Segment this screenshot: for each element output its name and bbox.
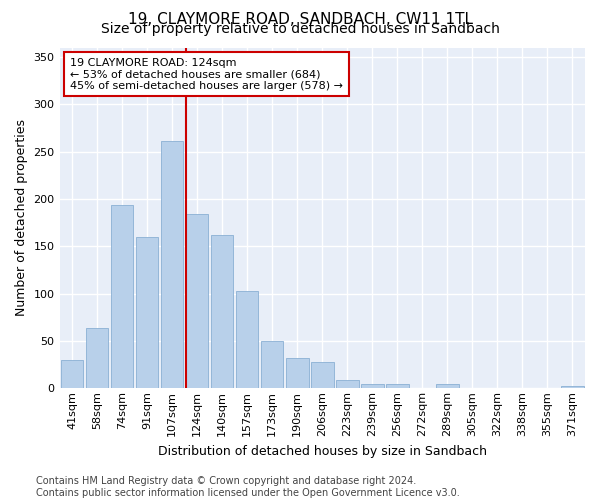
Bar <box>136 237 158 388</box>
Text: 19 CLAYMORE ROAD: 124sqm
← 53% of detached houses are smaller (684)
45% of semi-: 19 CLAYMORE ROAD: 124sqm ← 53% of detach… <box>70 58 343 91</box>
Text: Size of property relative to detached houses in Sandbach: Size of property relative to detached ho… <box>101 22 499 36</box>
Bar <box>361 384 383 388</box>
Bar <box>261 341 283 388</box>
X-axis label: Distribution of detached houses by size in Sandbach: Distribution of detached houses by size … <box>158 444 487 458</box>
Bar <box>211 235 233 388</box>
Y-axis label: Number of detached properties: Number of detached properties <box>15 120 28 316</box>
Bar <box>336 380 359 388</box>
Bar <box>161 141 184 388</box>
Bar <box>111 204 133 388</box>
Bar <box>561 386 584 388</box>
Text: 19, CLAYMORE ROAD, SANDBACH, CW11 1TL: 19, CLAYMORE ROAD, SANDBACH, CW11 1TL <box>128 12 473 28</box>
Bar <box>86 328 109 388</box>
Bar <box>436 384 458 388</box>
Bar <box>386 384 409 388</box>
Bar <box>311 362 334 388</box>
Bar <box>286 358 308 388</box>
Bar <box>61 360 83 388</box>
Text: Contains HM Land Registry data © Crown copyright and database right 2024.
Contai: Contains HM Land Registry data © Crown c… <box>36 476 460 498</box>
Bar <box>236 291 259 388</box>
Bar <box>186 214 208 388</box>
